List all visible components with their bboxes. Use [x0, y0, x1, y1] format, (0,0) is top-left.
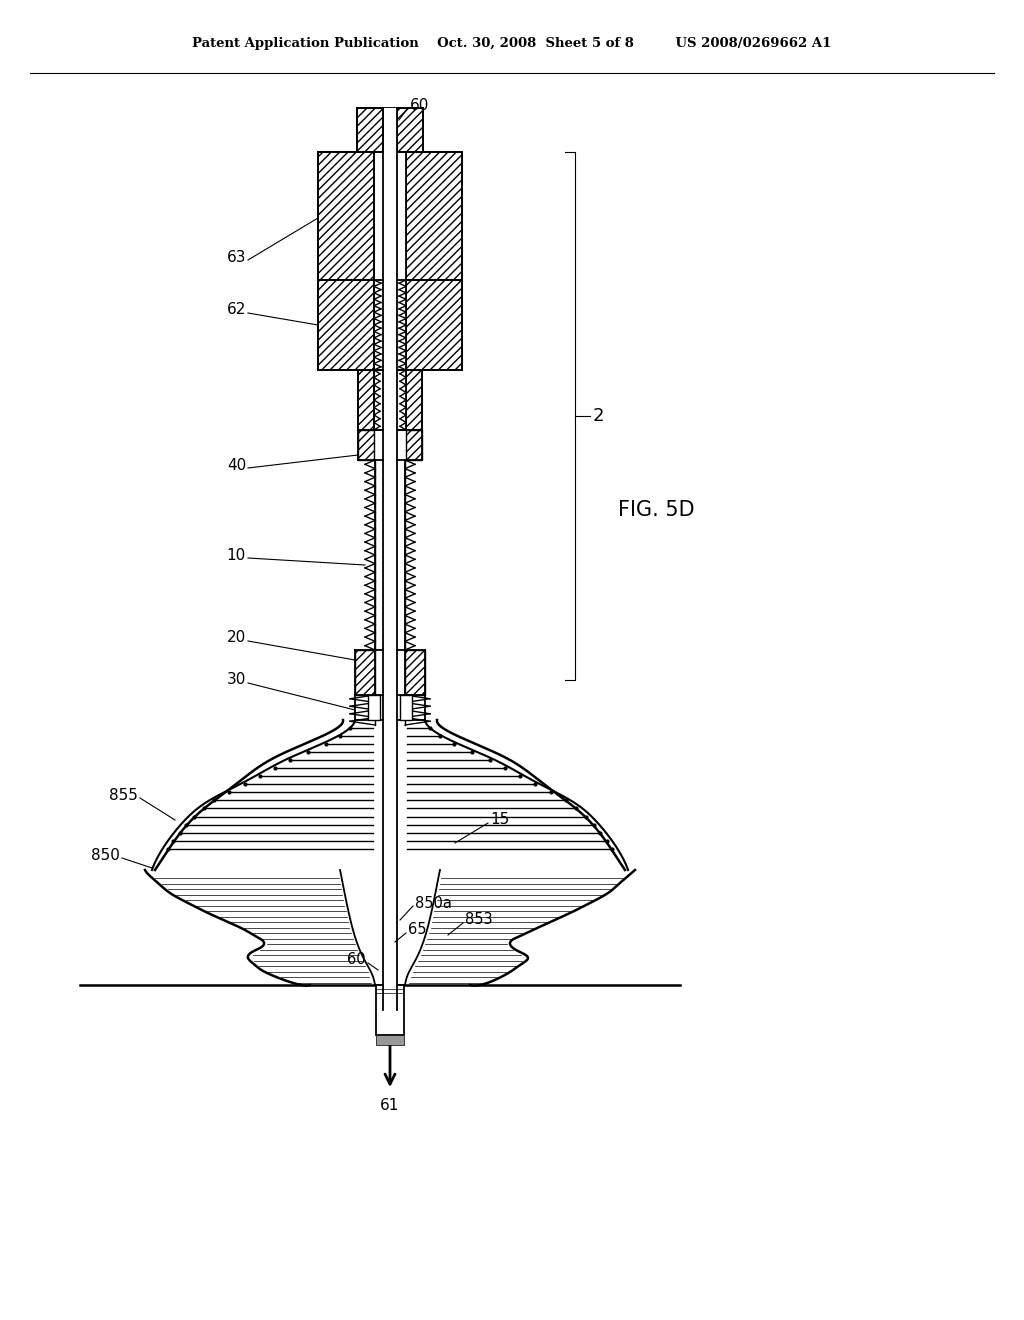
Bar — [406, 280, 462, 370]
Text: 855: 855 — [110, 788, 138, 803]
Bar — [318, 280, 374, 370]
Text: 40: 40 — [226, 458, 246, 473]
Bar — [368, 696, 380, 719]
Bar — [406, 280, 462, 370]
Bar — [357, 108, 383, 152]
Text: 10: 10 — [226, 548, 246, 562]
Bar — [355, 649, 375, 696]
Text: 63: 63 — [226, 251, 246, 265]
Bar — [397, 108, 423, 152]
Bar — [357, 108, 383, 152]
Text: 61: 61 — [380, 1097, 399, 1113]
Bar — [406, 370, 422, 430]
Bar — [397, 108, 423, 152]
Bar — [358, 430, 374, 459]
Text: 20: 20 — [226, 631, 246, 645]
Bar — [358, 370, 374, 430]
Text: 30: 30 — [226, 672, 246, 688]
Text: 62: 62 — [226, 302, 246, 318]
Bar — [376, 1035, 404, 1045]
Text: FIG. 5D: FIG. 5D — [618, 500, 694, 520]
Bar — [406, 430, 422, 459]
Text: 850a: 850a — [415, 895, 452, 911]
Bar — [358, 370, 374, 430]
Bar — [318, 280, 374, 370]
Bar — [376, 985, 404, 1035]
Text: 850: 850 — [91, 847, 120, 862]
Bar — [406, 370, 422, 430]
Bar — [406, 649, 425, 696]
Text: 15: 15 — [490, 813, 509, 828]
Bar — [406, 430, 422, 459]
Bar — [318, 152, 374, 280]
Text: 853: 853 — [465, 912, 493, 928]
Bar — [355, 649, 375, 696]
Bar — [375, 280, 406, 370]
Bar — [358, 430, 374, 459]
Text: 2: 2 — [593, 407, 604, 425]
Bar — [375, 152, 406, 280]
Text: Patent Application Publication    Oct. 30, 2008  Sheet 5 of 8         US 2008/02: Patent Application Publication Oct. 30, … — [193, 37, 831, 49]
Bar — [400, 696, 412, 719]
Text: 60: 60 — [347, 953, 366, 968]
Bar — [406, 649, 425, 696]
Bar — [384, 108, 396, 1010]
Bar — [406, 152, 462, 280]
Bar — [406, 152, 462, 280]
Bar — [375, 370, 406, 430]
Text: 60: 60 — [410, 98, 429, 112]
Bar — [318, 152, 374, 280]
Bar — [376, 459, 404, 649]
Text: 65: 65 — [408, 923, 427, 937]
